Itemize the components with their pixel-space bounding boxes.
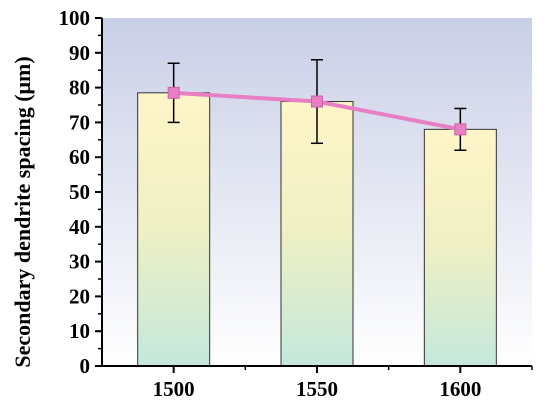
- y-tick-label-50: 50: [69, 180, 90, 204]
- y-tick-label-20: 20: [69, 284, 90, 308]
- y-axis-title: Secondary dendrite spacing (μm): [10, 56, 35, 367]
- bar-1500: [137, 92, 211, 367]
- bar-1600: [423, 128, 497, 367]
- y-tick-label-0: 0: [80, 354, 91, 378]
- y-tick-label-40: 40: [69, 215, 90, 239]
- y-tick-label-30: 30: [69, 250, 90, 274]
- y-tick-label-70: 70: [69, 110, 90, 134]
- line-marker-1500: [167, 86, 180, 99]
- y-tick-label-90: 90: [69, 41, 90, 65]
- x-tick-label-1600: 1600: [439, 377, 481, 401]
- y-tick-label-10: 10: [69, 319, 90, 343]
- line-marker-1600: [454, 123, 467, 136]
- x-tick-label-1500: 1500: [153, 377, 195, 401]
- y-tick-label-60: 60: [69, 145, 90, 169]
- y-tick-label-80: 80: [69, 76, 90, 100]
- x-tick-label-1550: 1550: [296, 377, 338, 401]
- y-tick-label-100: 100: [59, 6, 91, 30]
- line-marker-1550: [311, 95, 323, 108]
- bar-1550: [280, 101, 354, 367]
